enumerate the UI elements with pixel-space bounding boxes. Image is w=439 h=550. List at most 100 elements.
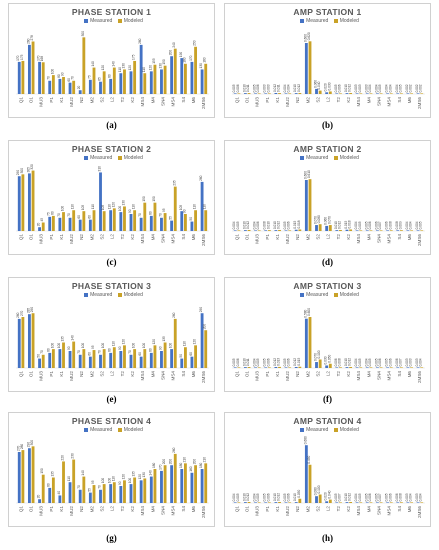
data-label: 120 [121,339,125,345]
bar-measured-q1 [233,502,237,503]
x-tick-label: 2MS6 [201,506,206,518]
data-label: 160 [182,57,186,63]
bar-modeled-m6 [410,367,413,368]
bar-measured-mu3 [38,499,41,503]
data-label: 260 [172,447,176,453]
x-tick-label: K1 [59,234,64,240]
bar-measured-mu3 [38,358,41,368]
x-tick-label: M6 [407,234,412,241]
bar-modeled-q1 [21,60,25,94]
data-label: 0.070 [314,216,318,224]
bar-modeled-l2 [328,499,332,503]
bar-modeled-k1 [62,212,65,231]
bar-measured-mu2 [68,482,72,503]
bar-measured-s2 [99,489,102,503]
bar-measured-2ms6 [416,367,420,368]
data-label: 0.003 [358,84,362,92]
bar-measured-o1 [243,367,247,368]
data-label: 150 [142,196,146,202]
bar-measured-o1 [27,314,31,368]
data-label: 110 [108,204,112,209]
data-label: 0.008 [395,221,399,229]
bar-modeled-t2 [123,345,126,368]
bar-modeled-k2 [349,229,353,231]
bar-measured-q1 [233,230,237,231]
bar-measured-sn4 [160,470,163,503]
bar-modeled-m2 [308,464,312,503]
bar-modeled-ms4 [143,73,147,94]
x-tick-label: Q1 [234,506,239,513]
bar-measured-n2 [78,489,82,503]
data-label: 110 [142,67,146,72]
bar-measured-ms4 [170,349,174,368]
bar-measured-mu2 [68,82,72,94]
bar-modeled-k2 [133,60,137,94]
bar-measured-k2 [345,367,349,368]
bar-measured-sn4 [376,230,379,231]
x-tick-label: MU2 [285,234,290,244]
data-label: 0.050 [327,355,331,363]
bar-measured-l2 [325,225,329,231]
bar-modeled-2ms6 [420,502,424,503]
legend-swatch-measured [84,18,89,23]
data-label: 65 [98,77,102,81]
data-label: 0.005 [232,358,236,366]
bar-modeled-n2 [298,366,302,368]
bar-measured-mu3 [254,367,257,368]
caption-h: (h) [322,533,333,543]
x-tick-label: K2 [130,371,135,377]
data-label: 0.004 [232,493,236,501]
data-label: 20 [37,222,41,226]
data-label: 120 [101,65,105,71]
bar-modeled-o1 [31,446,35,503]
data-label: 0.011 [277,84,281,92]
x-tick-label: K2 [130,97,135,103]
bar-measured-mu2 [68,351,72,368]
bar-measured-mu2 [284,93,288,94]
data-label: 150 [162,59,166,65]
data-label: 170 [158,464,162,470]
legend-label-measured: Measured [306,427,329,433]
bar-modeled-m2 [92,350,96,368]
legend-label-modeled: Modeled [339,18,359,24]
chart-plot: 0.005 0.010 0.005 0.003 0.012 0.004 0.0100.600… [232,32,425,109]
data-label: 50 [189,217,193,221]
bar-measured-mu2 [68,217,72,231]
bar-modeled-k2 [349,92,353,94]
x-tick-label: S2 [316,97,321,103]
data-label: 0.007 [378,221,382,229]
caption-a: (a) [106,120,117,130]
bar-modeled-k1 [62,461,65,503]
x-tick-label: MU3 [39,506,44,516]
data-label: 0.680 [303,436,307,444]
bar-modeled-q1 [237,230,241,231]
data-label: 0.005 [263,493,267,501]
data-label: 180 [179,462,183,468]
x-tick-label: O1 [28,234,33,241]
bar-modeled-s2 [318,90,322,94]
bar-measured-mu3 [254,230,257,231]
data-label: 0.005 [358,493,362,501]
bar-modeled-mu3 [257,502,261,503]
x-tick-label: K1 [59,97,64,103]
data-label: 120 [111,202,115,208]
bar-measured-p1 [264,93,268,94]
data-label: 110 [111,476,115,481]
bar-modeled-ms4 [389,93,393,94]
x-tick-label: O1 [28,506,33,513]
x-tick-label: 2MS6 [417,97,422,109]
x-tick-label: M6 [191,97,196,104]
data-label: 80 [148,211,152,215]
x-tick-label: Q1 [234,371,239,378]
legend-swatch-modeled [117,427,122,432]
x-tick-label: M2 [89,371,94,378]
data-label: 0.004 [385,84,389,92]
data-label: 0.004 [354,221,358,229]
data-label: 95 [91,345,95,349]
x-tick-label: M6 [191,371,196,378]
x-tick-label: K1 [275,97,280,103]
bar-measured-m4 [149,71,153,94]
bar-measured-mu3 [38,227,41,231]
bar-modeled-m4 [369,230,373,231]
